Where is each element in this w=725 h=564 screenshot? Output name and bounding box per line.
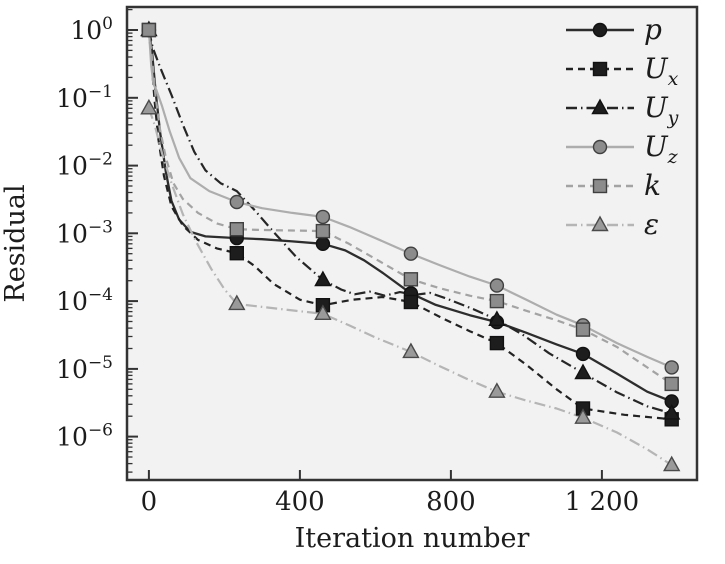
x-axis-title: Iteration number [295,523,530,554]
series-marker-Uy [663,403,681,420]
series-marker-Ux [403,294,419,310]
series-marker-Uy [488,310,506,326]
y-tick-label: 10−3 [56,217,113,248]
series-markers [140,20,681,472]
legend-item-p: p [566,13,662,46]
series-marker-epsilon [402,342,420,359]
legend-label-Uz: Uz [644,130,679,168]
series-marker-Uz [664,360,679,375]
series-marker-k [229,221,245,237]
series-marker-Uy [574,363,592,380]
legend-item-Ux: Ux [566,52,679,90]
series-marker-epsilon [488,382,506,398]
series-marker-Uz [315,209,331,225]
y-tick-label: 100 [70,14,113,45]
series-marker-k [664,376,679,392]
series-marker-k [141,22,157,38]
series-marker-Ux [489,335,505,351]
series-lines [147,29,673,467]
y-tick-label: 10−6 [56,421,113,452]
legend-label-Uy: Uy [644,91,679,129]
tick-labels: 0 400 800 1 200 100 10−1 10−2 10−3 10−4 10−5 10−6 [56,14,639,517]
legend-item-epsilon: ε [566,208,659,241]
legend-item-k: k [566,169,661,202]
y-tick-label: 10−4 [56,285,113,316]
series-line-Ux [147,29,672,421]
legend-marker-Ux [592,61,608,77]
legend-marker-Uy [591,98,609,115]
y-axis-title: Residual [0,184,31,302]
legend-label-Ux: Ux [644,52,679,90]
y-tick-label: 10−1 [56,82,113,113]
series-marker-Uz [403,246,419,261]
series-marker-Uz [489,278,505,293]
series-marker-Ux [229,245,245,261]
x-tick-label: 1 200 [565,487,639,517]
series-line-epsilon [147,107,673,467]
legend-marker-k [592,178,608,194]
legend-item-Uy: Uy [566,91,679,129]
y-tick-label: 10−5 [56,353,113,384]
x-tick-label: 400 [275,487,325,517]
series-marker-k [489,293,505,309]
series-marker-epsilon [314,304,332,320]
axes-frame [125,5,699,482]
series-marker-epsilon [574,408,592,424]
series-marker-k [315,223,331,239]
series-marker-epsilon [663,455,681,472]
legend-marker-p [592,22,608,38]
series-marker-epsilon [228,294,246,311]
x-tick-label: 800 [426,487,476,517]
y-tick-label: 10−2 [56,150,113,181]
series-marker-k [403,272,419,287]
series-marker-p [315,236,331,252]
legend-item-Uz: Uz [566,130,679,168]
legend-label-k: k [644,169,661,202]
legend-label-p: p [644,13,662,46]
series-marker-k [575,322,591,337]
series-marker-Uy [314,270,332,287]
x-tick-label: 0 [141,487,158,517]
plot-area [127,7,697,480]
legend-label-epsilon: ε [644,208,659,241]
legend-marker-epsilon [591,215,609,232]
series-marker-p [575,346,591,362]
series-line-p [147,29,673,403]
series-marker-epsilon [140,98,158,115]
series-marker-Uz [229,194,245,210]
series-line-Uy [147,29,673,415]
legend-marker-Uz [592,139,608,155]
